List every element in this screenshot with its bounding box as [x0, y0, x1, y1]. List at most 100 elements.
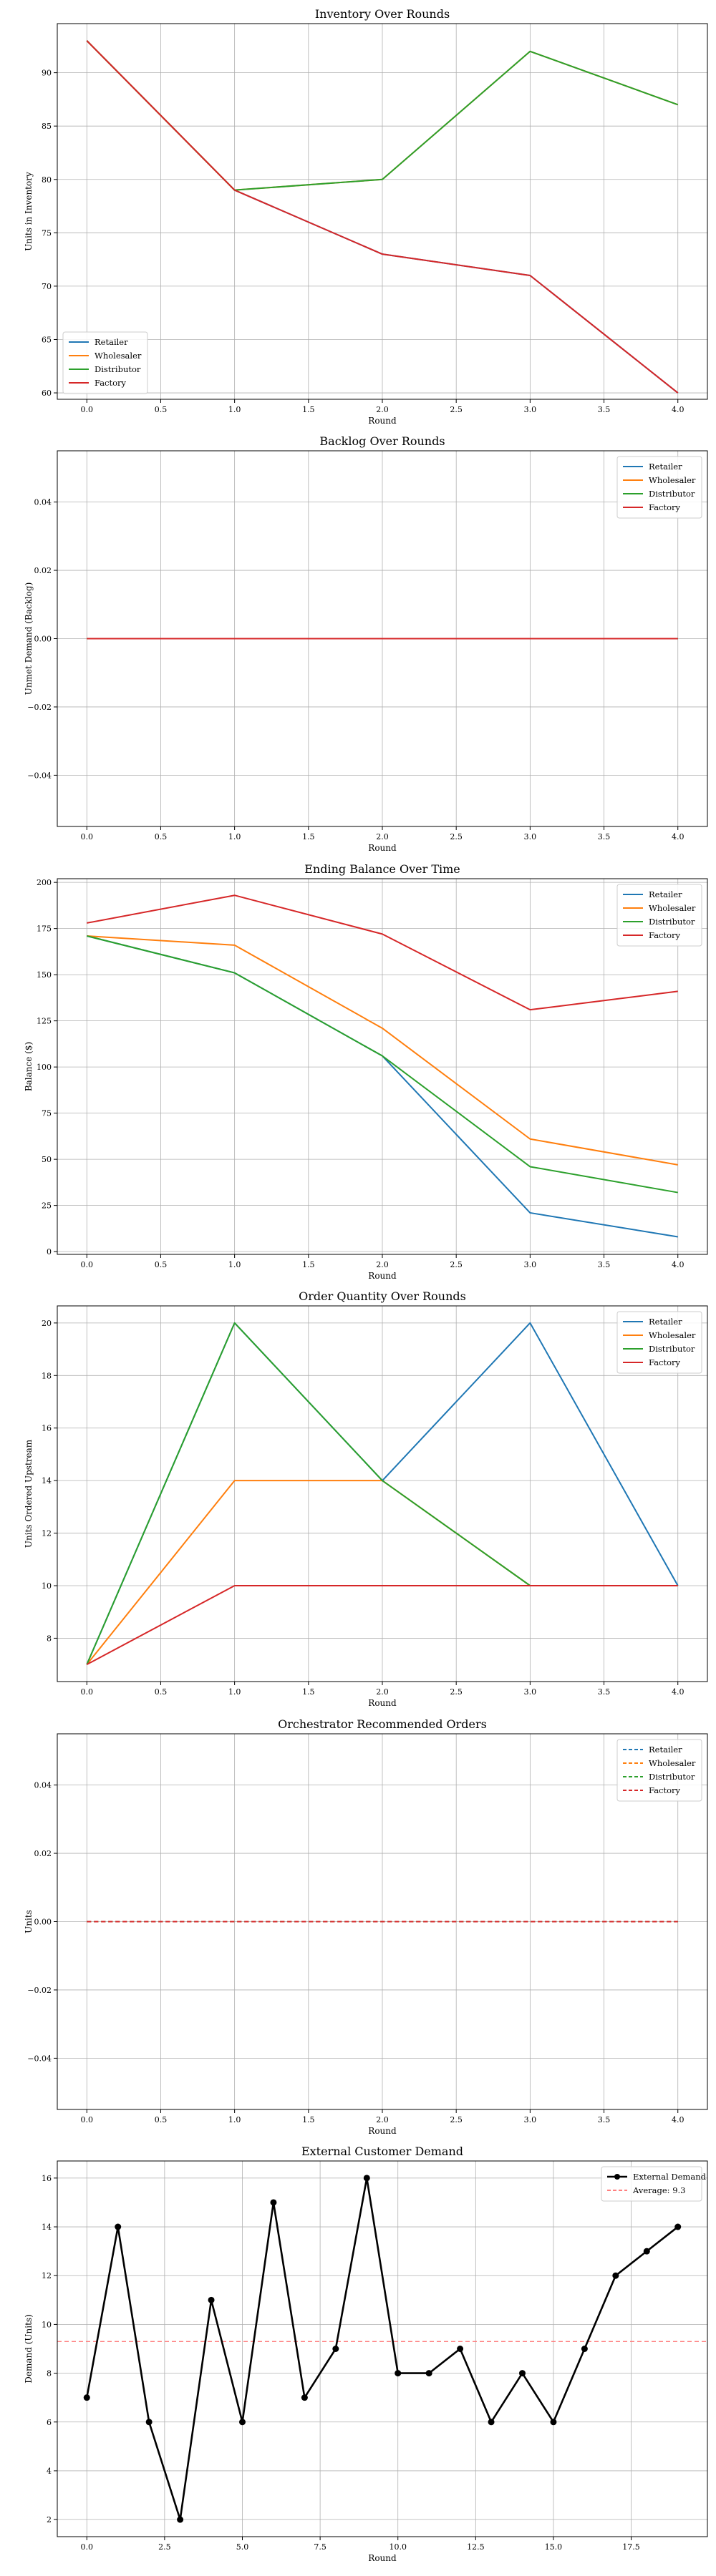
- grid-lines: [57, 2161, 707, 2537]
- x-tick-label: 0.5: [155, 1260, 168, 1269]
- y-axis-label: Demand (Units): [24, 2314, 34, 2384]
- x-tick-label: 7.5: [314, 2542, 326, 2552]
- x-axis-label: Round: [368, 1271, 397, 1281]
- x-tick-label: 3.0: [524, 1687, 537, 1697]
- x-tick-label: 0.5: [155, 2115, 168, 2124]
- x-tick-label: 0.5: [155, 405, 168, 414]
- x-tick-label: 0.5: [155, 832, 168, 841]
- data-point: [145, 2419, 153, 2426]
- legend-box: [62, 331, 148, 394]
- y-tick-label: 0.04: [34, 498, 52, 507]
- x-tick-label: 1.0: [228, 2115, 241, 2124]
- data-point: [550, 2419, 557, 2426]
- x-tick-label: 3.0: [524, 1260, 537, 1269]
- x-tick-label: 2.5: [450, 832, 463, 841]
- y-tick-label: 8: [47, 2369, 52, 2379]
- x-axis-label: Round: [368, 2126, 397, 2136]
- data-point: [612, 2272, 619, 2279]
- chart-panel: 0.0 0.5 1.0 1.5 2.0 2.5 3.0 3.5 4.0 −0.04 −0.02 0.0…: [24, 434, 708, 853]
- y-tick-label: 70: [42, 282, 52, 291]
- y-axis-label: Unmet Demand (Backlog): [24, 582, 34, 696]
- x-tick-label: 2.0: [376, 405, 389, 414]
- x-tick-label: 0.0: [81, 1260, 94, 1269]
- chart-title: Backlog Over Rounds: [319, 434, 445, 448]
- y-tick-label: 18: [42, 1371, 52, 1380]
- legend-label: Wholesaler: [649, 475, 696, 485]
- x-tick-label: 2.0: [376, 1260, 389, 1269]
- chart-title: Inventory Over Rounds: [315, 7, 450, 21]
- y-tick-label: 0.02: [34, 566, 52, 575]
- legend-label: Wholesaler: [649, 1758, 696, 1768]
- y-tick-label: 85: [42, 122, 52, 131]
- legend-label: Retailer: [649, 462, 682, 472]
- grid-lines: [57, 879, 707, 1254]
- series-line: [85, 2177, 679, 2521]
- x-tick-label: 17.5: [622, 2542, 640, 2552]
- x-tick-label: 1.0: [228, 832, 241, 841]
- y-tick-label: 0.02: [34, 1849, 52, 1858]
- x-tick-label: 4.0: [672, 2115, 684, 2124]
- x-tick-label: 3.0: [524, 405, 537, 414]
- data-point: [363, 2175, 370, 2182]
- legend-label: Factory: [649, 930, 681, 940]
- x-tick-label: 4.0: [672, 405, 684, 414]
- y-tick-label: 150: [37, 970, 52, 980]
- y-tick-label: −0.02: [27, 1986, 52, 1995]
- chart-title: Orchestrator Recommended Orders: [278, 1717, 487, 1731]
- legend: Retailer Wholesaler Distributor Factory: [616, 1739, 702, 1802]
- legend-label: Retailer: [95, 337, 128, 347]
- x-tick-label: 0.0: [81, 1687, 94, 1697]
- legend-box: [601, 2166, 702, 2202]
- data-point: [238, 2419, 246, 2426]
- x-tick-label: 10.0: [389, 2542, 407, 2552]
- legend: Retailer Wholesaler Distributor Factory: [62, 331, 148, 394]
- y-tick-label: 0.00: [34, 1918, 52, 1927]
- data-point: [115, 2223, 122, 2230]
- data-point: [177, 2516, 184, 2523]
- x-axis-label: Round: [368, 1698, 397, 1708]
- legend: Retailer Wholesaler Distributor Factory: [616, 456, 702, 519]
- data-point: [332, 2346, 339, 2352]
- legend-label: Distributor: [649, 489, 695, 499]
- data-point: [208, 2296, 215, 2303]
- y-tick-label: 25: [42, 1201, 52, 1211]
- y-tick-label: 100: [37, 1063, 52, 1072]
- chart-title: Ending Balance Over Time: [304, 862, 460, 876]
- legend-label: Distributor: [649, 1772, 695, 1782]
- x-tick-label: 0.0: [81, 832, 94, 841]
- legend-label: Distributor: [649, 917, 695, 927]
- x-tick-label: 0.0: [81, 2115, 94, 2124]
- chart-panel: 0.0 0.5 1.0 1.5 2.0 2.5 3.0 3.5 4.0 −0.04 −0.02 0.0…: [24, 1717, 708, 2136]
- x-axis-label: Round: [368, 2553, 397, 2563]
- x-tick-label: 1.0: [228, 1687, 241, 1697]
- y-tick-label: 20: [42, 1319, 52, 1328]
- y-tick-label: 10: [42, 2320, 52, 2329]
- x-axis-label: Round: [368, 843, 397, 853]
- x-tick-label: 3.5: [598, 832, 611, 841]
- y-tick-label: 75: [42, 1109, 52, 1118]
- y-tick-label: 200: [37, 878, 52, 887]
- legend-box: [616, 1739, 702, 1802]
- data-point: [270, 2199, 277, 2206]
- data-point: [519, 2370, 526, 2377]
- y-tick-label: 2: [47, 2515, 52, 2524]
- data-point: [643, 2248, 650, 2255]
- legend-label: Factory: [95, 378, 127, 388]
- x-tick-label: 0.0: [81, 405, 94, 414]
- x-tick-label: 3.5: [598, 1260, 611, 1269]
- y-tick-label: 65: [42, 335, 52, 344]
- legend-label: Distributor: [95, 364, 141, 374]
- x-tick-label: 15.0: [545, 2542, 563, 2552]
- legend-box: [616, 884, 702, 947]
- data-point: [581, 2346, 588, 2352]
- chart-panel: 0.0 2.5 5.0 7.5 10.0 12.5 15.0 17.5 2 4 6 8 10 12 14 16…: [24, 2145, 708, 2563]
- legend-label: Wholesaler: [649, 1330, 696, 1340]
- grid-lines: [57, 1306, 707, 1682]
- x-tick-label: 4.0: [672, 1260, 684, 1269]
- x-tick-label: 2.5: [450, 405, 463, 414]
- y-tick-label: 12: [42, 2271, 52, 2280]
- y-tick-label: 4: [47, 2467, 52, 2476]
- y-tick-label: 14: [42, 2223, 52, 2232]
- y-tick-label: 175: [37, 924, 52, 934]
